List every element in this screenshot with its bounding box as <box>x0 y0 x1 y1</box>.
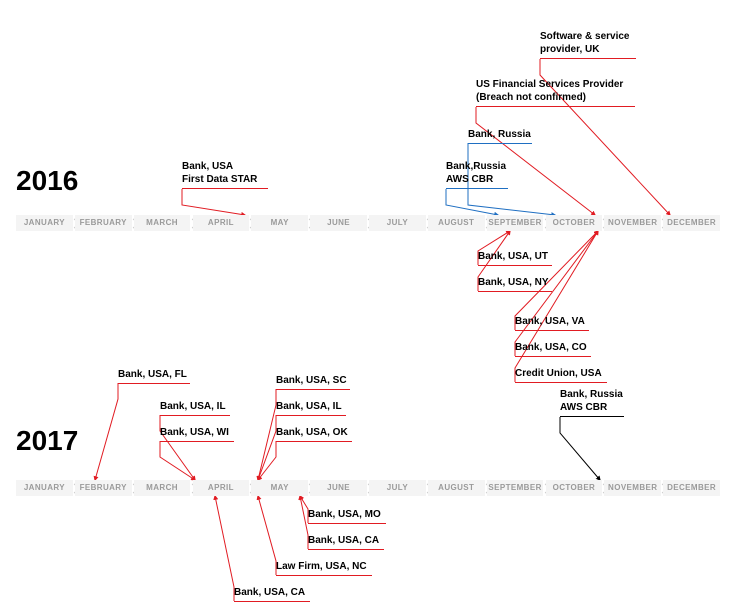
timeline-infographic: 2016JANUARYFEBRUARYMARCHAPRILMAYJUNEJULY… <box>0 0 736 613</box>
year-label-2016: 2016 <box>16 165 78 197</box>
event-underline <box>276 575 372 576</box>
event-underline <box>515 330 589 331</box>
month-cell: FEBRUARY <box>75 480 132 496</box>
event-label: Bank,Russia AWS CBR <box>446 160 506 186</box>
event-underline <box>308 523 386 524</box>
connector-lines-layer <box>0 0 736 613</box>
event-label: Bank, USA, IL <box>160 400 226 413</box>
event-label: Bank, USA, OK <box>276 426 348 439</box>
event-label: Bank, USA, CA <box>234 586 305 599</box>
event-underline <box>515 382 607 383</box>
month-cell: MAY <box>251 480 308 496</box>
event-label: US Financial Services Provider (Breach n… <box>476 78 623 104</box>
month-cell: FEBRUARY <box>75 215 132 231</box>
event-connector <box>300 496 308 549</box>
event-label: Bank, USA, MO <box>308 508 381 521</box>
month-cell: JULY <box>369 480 426 496</box>
event-connector <box>95 383 118 480</box>
event-connector <box>215 496 234 601</box>
event-underline <box>446 188 508 189</box>
event-underline <box>182 188 268 189</box>
event-label: Bank, USA, CO <box>515 341 587 354</box>
month-cell: DECEMBER <box>663 215 720 231</box>
month-cell: OCTOBER <box>546 480 603 496</box>
event-label: Bank, USA, WI <box>160 426 229 439</box>
event-underline <box>515 356 591 357</box>
event-underline <box>478 265 552 266</box>
event-underline <box>160 441 234 442</box>
event-underline <box>476 106 635 107</box>
month-cell: JULY <box>369 215 426 231</box>
event-underline <box>560 416 624 417</box>
event-label: Credit Union, USA <box>515 367 602 380</box>
year-label-2017: 2017 <box>16 425 78 457</box>
month-cell: SEPTEMBER <box>487 480 544 496</box>
month-cell: JANUARY <box>16 480 73 496</box>
event-label: Bank, USA, IL <box>276 400 342 413</box>
event-underline <box>118 383 190 384</box>
event-label: Bank, USA, CA <box>308 534 379 547</box>
event-underline <box>234 601 310 602</box>
event-underline <box>276 389 350 390</box>
event-label: Software & service provider, UK <box>540 30 630 56</box>
event-connector <box>182 189 245 215</box>
event-underline <box>276 441 352 442</box>
month-cell: SEPTEMBER <box>487 215 544 231</box>
event-label: Bank, USA, FL <box>118 368 187 381</box>
event-connector <box>258 441 276 480</box>
event-underline <box>160 415 230 416</box>
event-underline <box>468 143 532 144</box>
month-cell: AUGUST <box>428 480 485 496</box>
month-cell: DECEMBER <box>663 480 720 496</box>
event-label: Bank, Russia <box>468 128 531 141</box>
month-cell: JUNE <box>310 480 367 496</box>
event-label: Bank, USA, VA <box>515 315 585 328</box>
event-underline <box>478 291 552 292</box>
month-cell: MARCH <box>134 480 191 496</box>
event-connector <box>560 417 600 480</box>
event-connector <box>160 441 195 480</box>
month-cell: MAY <box>251 215 308 231</box>
event-connector <box>160 415 195 480</box>
event-connector <box>258 496 276 575</box>
event-connector <box>258 389 276 480</box>
month-cell: NOVEMBER <box>604 480 661 496</box>
event-label: Bank, USA First Data STAR <box>182 160 257 186</box>
month-cell: AUGUST <box>428 215 485 231</box>
month-cell: MARCH <box>134 215 191 231</box>
event-underline <box>540 58 636 59</box>
month-cell: OCTOBER <box>546 215 603 231</box>
event-label: Bank, USA, NY <box>478 276 549 289</box>
event-underline <box>308 549 384 550</box>
event-underline <box>276 415 346 416</box>
month-cell: JUNE <box>310 215 367 231</box>
event-label: Bank, USA, SC <box>276 374 347 387</box>
event-label: Bank, USA, UT <box>478 250 548 263</box>
event-label: Bank, Russia AWS CBR <box>560 388 623 414</box>
event-label: Law Firm, USA, NC <box>276 560 367 573</box>
month-cell: NOVEMBER <box>604 215 661 231</box>
month-cell: APRIL <box>193 215 250 231</box>
month-cell: JANUARY <box>16 215 73 231</box>
month-cell: APRIL <box>193 480 250 496</box>
event-connector <box>446 189 498 215</box>
